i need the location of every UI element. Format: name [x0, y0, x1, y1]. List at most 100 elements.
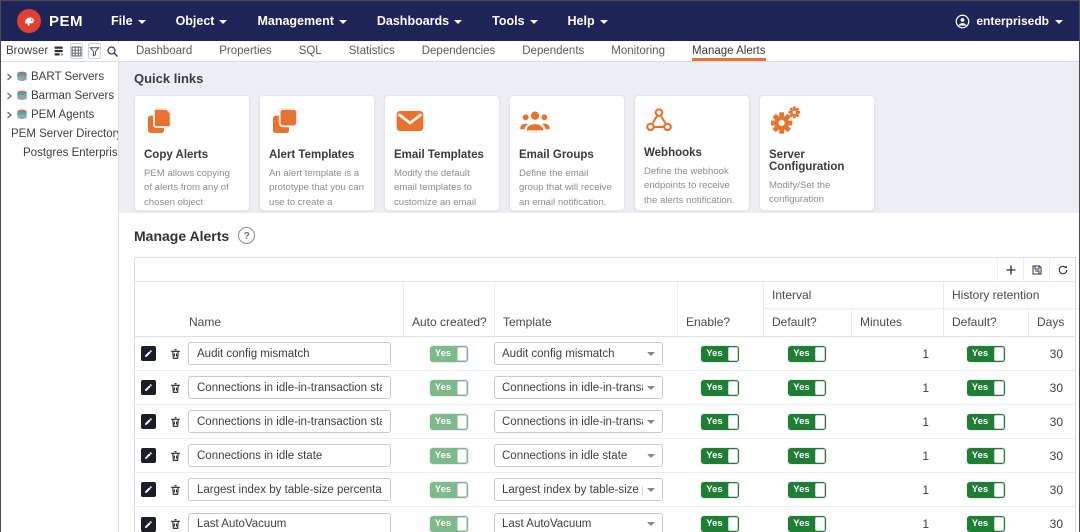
- delete-row-icon[interactable]: [169, 347, 182, 361]
- edit-row-button[interactable]: [141, 517, 156, 532]
- interval-default-toggle[interactable]: Yes: [788, 380, 826, 396]
- tab-sql[interactable]: SQL: [299, 41, 322, 61]
- object-types-icon[interactable]: [53, 43, 65, 59]
- save-button[interactable]: [1023, 258, 1049, 281]
- alert-name-input[interactable]: [188, 478, 391, 501]
- tab-statistics[interactable]: Statistics: [349, 41, 395, 61]
- template-select[interactable]: Audit config mismatch: [494, 342, 663, 365]
- template-select[interactable]: Last AutoVacuum: [494, 513, 663, 532]
- template-select[interactable]: Largest index by table-size percentage: [494, 478, 663, 501]
- tab-properties[interactable]: Properties: [219, 41, 271, 61]
- tab-dashboard[interactable]: Dashboard: [136, 41, 192, 61]
- enable-toggle[interactable]: Yes: [701, 346, 739, 362]
- column-header-name: Name: [135, 282, 403, 336]
- page-title: Manage Alerts: [134, 228, 229, 244]
- tree-item-bart-servers[interactable]: BART Servers: [1, 67, 118, 86]
- delete-row-icon[interactable]: [169, 381, 182, 395]
- tab-monitoring[interactable]: Monitoring: [611, 41, 665, 61]
- interval-default-toggle[interactable]: Yes: [788, 448, 826, 464]
- add-row-button[interactable]: [997, 258, 1023, 281]
- column-group-history-retention: History retention: [943, 282, 1077, 309]
- column-header-template: Template: [494, 282, 677, 336]
- menu-help[interactable]: Help: [568, 14, 608, 28]
- delete-row-icon[interactable]: [169, 517, 182, 531]
- chevron-down-icon: [647, 352, 655, 356]
- card-copy-alerts[interactable]: Copy Alerts PEM allows copying of alerts…: [134, 95, 250, 211]
- menu-dashboards[interactable]: Dashboards: [377, 14, 462, 28]
- minutes-value: 1: [851, 347, 943, 361]
- column-header-auto-created: Auto created?: [403, 282, 494, 336]
- table-toolbar: [135, 258, 1075, 282]
- edit-row-button[interactable]: [141, 380, 156, 395]
- brand-name: PEM: [49, 13, 83, 30]
- tree-item-postgres-server[interactable]: Postgres Enterprise Man: [1, 143, 118, 162]
- menu-tools[interactable]: Tools: [492, 14, 537, 28]
- enable-toggle[interactable]: Yes: [701, 448, 739, 464]
- tree-item-barman-servers[interactable]: Barman Servers: [1, 86, 118, 105]
- brand: PEM: [17, 9, 83, 33]
- card-title: Email Groups: [519, 149, 615, 161]
- card-webhooks[interactable]: Webhooks Define the webhook endpoints to…: [634, 95, 750, 211]
- history-default-toggle[interactable]: Yes: [967, 482, 1005, 498]
- chevron-down-icon: [530, 20, 538, 24]
- table-row: Yes Connections in idle-in-transaction s…: [135, 371, 1075, 405]
- user-menu[interactable]: enterprisedb: [955, 14, 1063, 29]
- delete-row-icon[interactable]: [169, 415, 182, 429]
- alert-name-input[interactable]: [188, 376, 391, 399]
- browser-panel-title: Browser: [6, 45, 48, 57]
- interval-default-toggle[interactable]: Yes: [788, 516, 826, 532]
- user-name: enterprisedb: [976, 14, 1049, 28]
- enable-toggle[interactable]: Yes: [701, 516, 739, 532]
- card-email-templates[interactable]: Email Templates Modify the default email…: [384, 95, 500, 211]
- card-alert-templates[interactable]: Alert Templates An alert template is a p…: [259, 95, 375, 211]
- delete-row-icon[interactable]: [169, 483, 182, 497]
- tab-dependencies[interactable]: Dependencies: [422, 41, 496, 61]
- server-group-icon: [16, 109, 28, 121]
- card-description: PEM allows copying of alerts from any of…: [144, 167, 240, 211]
- card-server-configuration[interactable]: Server Configuration Modify/Set the conf…: [759, 95, 875, 211]
- enable-toggle[interactable]: Yes: [701, 380, 739, 396]
- enable-toggle[interactable]: Yes: [701, 482, 739, 498]
- delete-row-icon[interactable]: [169, 449, 182, 463]
- interval-default-toggle[interactable]: Yes: [788, 482, 826, 498]
- search-icon[interactable]: [106, 43, 119, 59]
- chevron-right-icon[interactable]: [5, 111, 13, 119]
- edit-row-button[interactable]: [141, 482, 156, 497]
- history-default-toggle[interactable]: Yes: [967, 448, 1005, 464]
- card-title: Email Templates: [394, 149, 490, 161]
- menu-management[interactable]: Management: [257, 14, 346, 28]
- chevron-down-icon: [647, 522, 655, 526]
- auto-created-toggle: Yes: [430, 482, 468, 498]
- tree-item-pem-agents[interactable]: PEM Agents: [1, 105, 118, 124]
- template-select[interactable]: Connections in idle state: [494, 444, 663, 467]
- alert-name-input[interactable]: [188, 513, 391, 532]
- browser-tree: BART Servers Barman Servers PEM Agents P…: [1, 62, 119, 532]
- edit-row-button[interactable]: [141, 414, 156, 429]
- help-icon[interactable]: ?: [238, 227, 255, 244]
- template-select[interactable]: Connections in idle-in-transaction state: [494, 376, 663, 399]
- filter-icon[interactable]: [88, 43, 101, 59]
- enable-toggle[interactable]: Yes: [701, 414, 739, 430]
- history-default-toggle[interactable]: Yes: [967, 346, 1005, 362]
- interval-default-toggle[interactable]: Yes: [788, 346, 826, 362]
- interval-default-toggle[interactable]: Yes: [788, 414, 826, 430]
- chevron-right-icon[interactable]: [5, 92, 13, 100]
- refresh-button[interactable]: [1049, 258, 1075, 281]
- menu-object[interactable]: Object: [176, 14, 228, 28]
- tab-dependents[interactable]: Dependents: [522, 41, 584, 61]
- edit-row-button[interactable]: [141, 346, 156, 361]
- alert-name-input[interactable]: [188, 342, 391, 365]
- chevron-right-icon[interactable]: [5, 73, 13, 81]
- menu-file[interactable]: File: [111, 14, 146, 28]
- card-email-groups[interactable]: Email Groups Define the email group that…: [509, 95, 625, 211]
- alert-name-input[interactable]: [188, 410, 391, 433]
- grid-view-icon[interactable]: [70, 43, 83, 59]
- history-default-toggle[interactable]: Yes: [967, 516, 1005, 532]
- history-default-toggle[interactable]: Yes: [967, 414, 1005, 430]
- history-default-toggle[interactable]: Yes: [967, 380, 1005, 396]
- tab-manage-alerts[interactable]: Manage Alerts: [692, 41, 766, 61]
- alert-name-input[interactable]: [188, 444, 391, 467]
- edit-row-button[interactable]: [141, 448, 156, 463]
- template-select[interactable]: Connections in idle-in-transaction state…: [494, 410, 663, 433]
- tree-item-pem-server-directory[interactable]: PEM Server Directory (1): [1, 124, 118, 143]
